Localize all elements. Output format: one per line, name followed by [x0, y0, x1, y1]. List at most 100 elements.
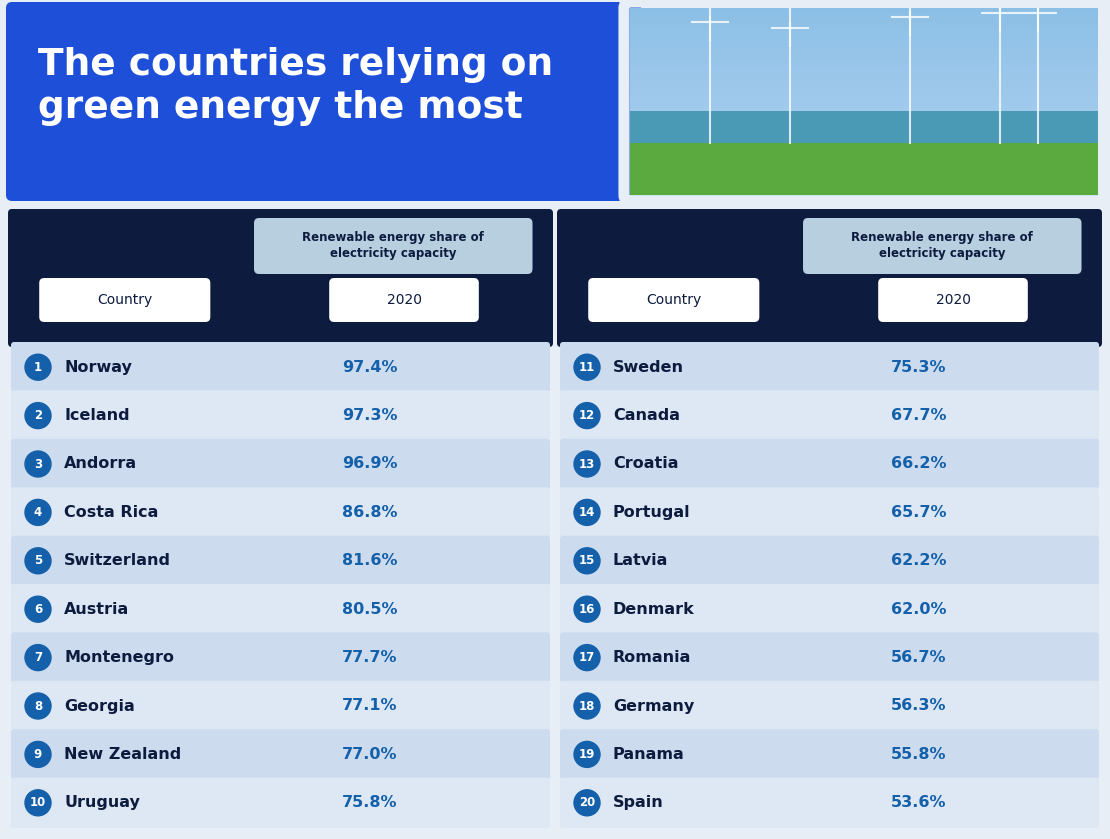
Text: 4: 4	[34, 506, 42, 519]
Text: Uruguay: Uruguay	[64, 795, 140, 810]
Text: 18: 18	[578, 700, 595, 712]
Circle shape	[574, 451, 601, 477]
FancyBboxPatch shape	[6, 2, 640, 201]
Text: 14: 14	[578, 506, 595, 519]
Text: Costa Rica: Costa Rica	[64, 505, 159, 520]
Text: 11: 11	[579, 361, 595, 373]
Text: 62.0%: 62.0%	[891, 602, 947, 617]
Text: Country: Country	[646, 293, 702, 307]
Circle shape	[574, 742, 601, 768]
FancyBboxPatch shape	[39, 278, 210, 322]
Text: Latvia: Latvia	[613, 553, 668, 568]
Text: 7: 7	[34, 651, 42, 664]
Bar	[630, 13, 1098, 18]
Text: 97.3%: 97.3%	[342, 408, 397, 423]
FancyBboxPatch shape	[11, 390, 549, 440]
Circle shape	[26, 597, 51, 623]
Text: 1: 1	[34, 361, 42, 373]
Bar	[630, 111, 1098, 116]
FancyBboxPatch shape	[8, 209, 553, 347]
Text: 81.6%: 81.6%	[342, 553, 397, 568]
Text: 15: 15	[578, 555, 595, 567]
FancyBboxPatch shape	[557, 209, 1102, 347]
Text: 65.7%: 65.7%	[891, 505, 947, 520]
Bar	[630, 172, 1098, 177]
Text: 16: 16	[578, 602, 595, 616]
Text: 2: 2	[34, 409, 42, 422]
Text: 77.7%: 77.7%	[342, 650, 397, 665]
Text: 80.5%: 80.5%	[342, 602, 397, 617]
Circle shape	[574, 403, 601, 429]
Text: 75.8%: 75.8%	[342, 795, 397, 810]
Bar	[630, 55, 1098, 60]
Text: Montenegro: Montenegro	[64, 650, 174, 665]
Bar	[630, 116, 1098, 121]
Text: Portugal: Portugal	[613, 505, 690, 520]
FancyBboxPatch shape	[803, 218, 1081, 274]
Bar	[630, 139, 1098, 144]
Bar	[630, 22, 1098, 27]
Bar	[630, 41, 1098, 46]
Bar	[630, 64, 1098, 70]
Text: 56.7%: 56.7%	[891, 650, 947, 665]
Text: 5: 5	[34, 555, 42, 567]
Bar	[630, 96, 1098, 102]
Circle shape	[26, 354, 51, 380]
Circle shape	[574, 597, 601, 623]
FancyBboxPatch shape	[561, 584, 1099, 634]
Bar	[630, 27, 1098, 32]
Circle shape	[26, 742, 51, 768]
Text: Canada: Canada	[613, 408, 680, 423]
Bar	[630, 134, 1098, 139]
Bar	[630, 120, 1098, 125]
Bar	[630, 143, 1098, 149]
Text: 10: 10	[30, 796, 47, 810]
FancyBboxPatch shape	[254, 218, 533, 274]
Bar	[630, 107, 1098, 112]
Bar	[630, 50, 1098, 55]
Bar	[630, 31, 1098, 37]
Bar	[630, 158, 1098, 163]
FancyBboxPatch shape	[561, 729, 1099, 779]
Text: Renewable energy share of
electricity capacity: Renewable energy share of electricity ca…	[302, 232, 484, 260]
Bar	[630, 162, 1098, 168]
Bar	[630, 125, 1098, 130]
Circle shape	[26, 789, 51, 816]
Bar	[630, 78, 1098, 83]
Bar	[630, 60, 1098, 65]
FancyBboxPatch shape	[561, 535, 1099, 586]
Text: 66.2%: 66.2%	[891, 456, 947, 472]
Circle shape	[574, 548, 601, 574]
FancyBboxPatch shape	[11, 535, 549, 586]
FancyBboxPatch shape	[561, 342, 1099, 393]
Bar	[630, 8, 1098, 13]
FancyBboxPatch shape	[561, 439, 1099, 489]
FancyBboxPatch shape	[11, 584, 549, 634]
Text: 13: 13	[579, 457, 595, 471]
FancyBboxPatch shape	[561, 390, 1099, 440]
Bar	[630, 74, 1098, 79]
Text: 96.9%: 96.9%	[342, 456, 397, 472]
Bar	[630, 181, 1098, 186]
Text: Panama: Panama	[613, 747, 685, 762]
Bar	[630, 129, 1098, 135]
Text: New Zealand: New Zealand	[64, 747, 181, 762]
Text: 97.4%: 97.4%	[342, 360, 397, 375]
Text: 75.3%: 75.3%	[891, 360, 947, 375]
Bar	[630, 190, 1098, 195]
FancyBboxPatch shape	[330, 278, 478, 322]
Text: Country: Country	[98, 293, 152, 307]
Bar	[630, 36, 1098, 41]
FancyBboxPatch shape	[561, 633, 1099, 683]
Circle shape	[574, 789, 601, 816]
Text: 8: 8	[34, 700, 42, 712]
Bar	[630, 18, 1098, 23]
Bar	[630, 69, 1098, 74]
Text: 20: 20	[579, 796, 595, 810]
FancyBboxPatch shape	[561, 680, 1099, 732]
Text: 62.2%: 62.2%	[891, 553, 947, 568]
Circle shape	[26, 499, 51, 525]
Text: 55.8%: 55.8%	[891, 747, 947, 762]
Text: 17: 17	[579, 651, 595, 664]
Circle shape	[574, 644, 601, 670]
